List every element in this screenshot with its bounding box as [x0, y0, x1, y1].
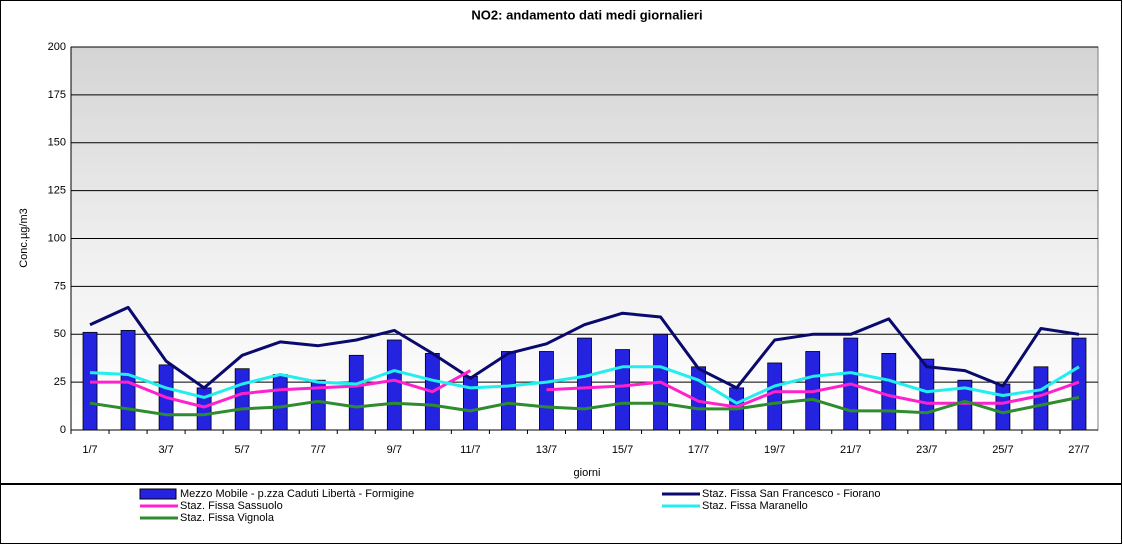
x-tick-label: 9/7 [387, 444, 402, 456]
legend-box [0, 484, 1122, 544]
bar [234, 368, 250, 431]
y-tick-label: 75 [54, 280, 66, 292]
y-axis-label: Conc.µg/m3 [18, 208, 30, 268]
legend-label: Staz. Fissa San Francesco - Fiorano [702, 488, 881, 500]
x-tick-label: 7/7 [311, 444, 326, 456]
x-tick-label: 19/7 [764, 444, 785, 456]
x-tick-label: 1/7 [82, 444, 97, 456]
x-tick-label: 23/7 [916, 444, 937, 456]
bar [881, 352, 897, 431]
bar [995, 383, 1011, 431]
y-tick-label: 25 [54, 376, 66, 388]
x-tick-label: 5/7 [235, 444, 250, 456]
bar [919, 358, 935, 431]
x-tick-label: 3/7 [158, 444, 173, 456]
x-tick-label: 25/7 [992, 444, 1013, 456]
y-tick-label: 200 [48, 41, 66, 53]
bar [310, 379, 326, 431]
bar [272, 374, 288, 431]
bar [348, 354, 364, 431]
y-tick-label: 100 [48, 232, 66, 244]
chart-title: NO2: andamento dati medi giornalieri [471, 7, 702, 22]
legend-label: Mezzo Mobile - p.zza Caduti Libertà - Fo… [180, 488, 414, 500]
line-series [89, 305, 1080, 390]
bar [501, 351, 516, 431]
bar [386, 339, 402, 431]
y-tick-label: 175 [48, 89, 66, 101]
bar [957, 379, 973, 431]
x-tick-label: 11/7 [460, 444, 481, 456]
bar [615, 349, 630, 431]
x-tick-label: 13/7 [536, 444, 557, 456]
x-tick-label: 27/7 [1068, 444, 1089, 456]
bar [767, 362, 783, 431]
x-axis-label: giorni [574, 467, 601, 479]
y-tick-label: 0 [60, 424, 66, 436]
x-tick-label: 17/7 [688, 444, 709, 456]
legend-label: Staz. Fissa Sassuolo [180, 500, 283, 512]
y-tick-label: 150 [48, 137, 66, 149]
x-tick-label: 21/7 [840, 444, 861, 456]
legend-label: Staz. Fissa Maranello [702, 500, 808, 512]
legend-label: Staz. Fissa Vignola [180, 512, 275, 524]
bar [120, 330, 136, 431]
bar [1033, 366, 1049, 431]
bar [577, 337, 592, 431]
line-series [89, 365, 1080, 405]
line-series [89, 395, 1080, 417]
y-tick-label: 125 [48, 185, 66, 197]
line-series [90, 369, 1080, 409]
x-tick-label: 15/7 [612, 444, 633, 456]
legend-swatch [139, 488, 177, 500]
y-tick-label: 50 [54, 328, 66, 340]
bar [462, 375, 478, 431]
